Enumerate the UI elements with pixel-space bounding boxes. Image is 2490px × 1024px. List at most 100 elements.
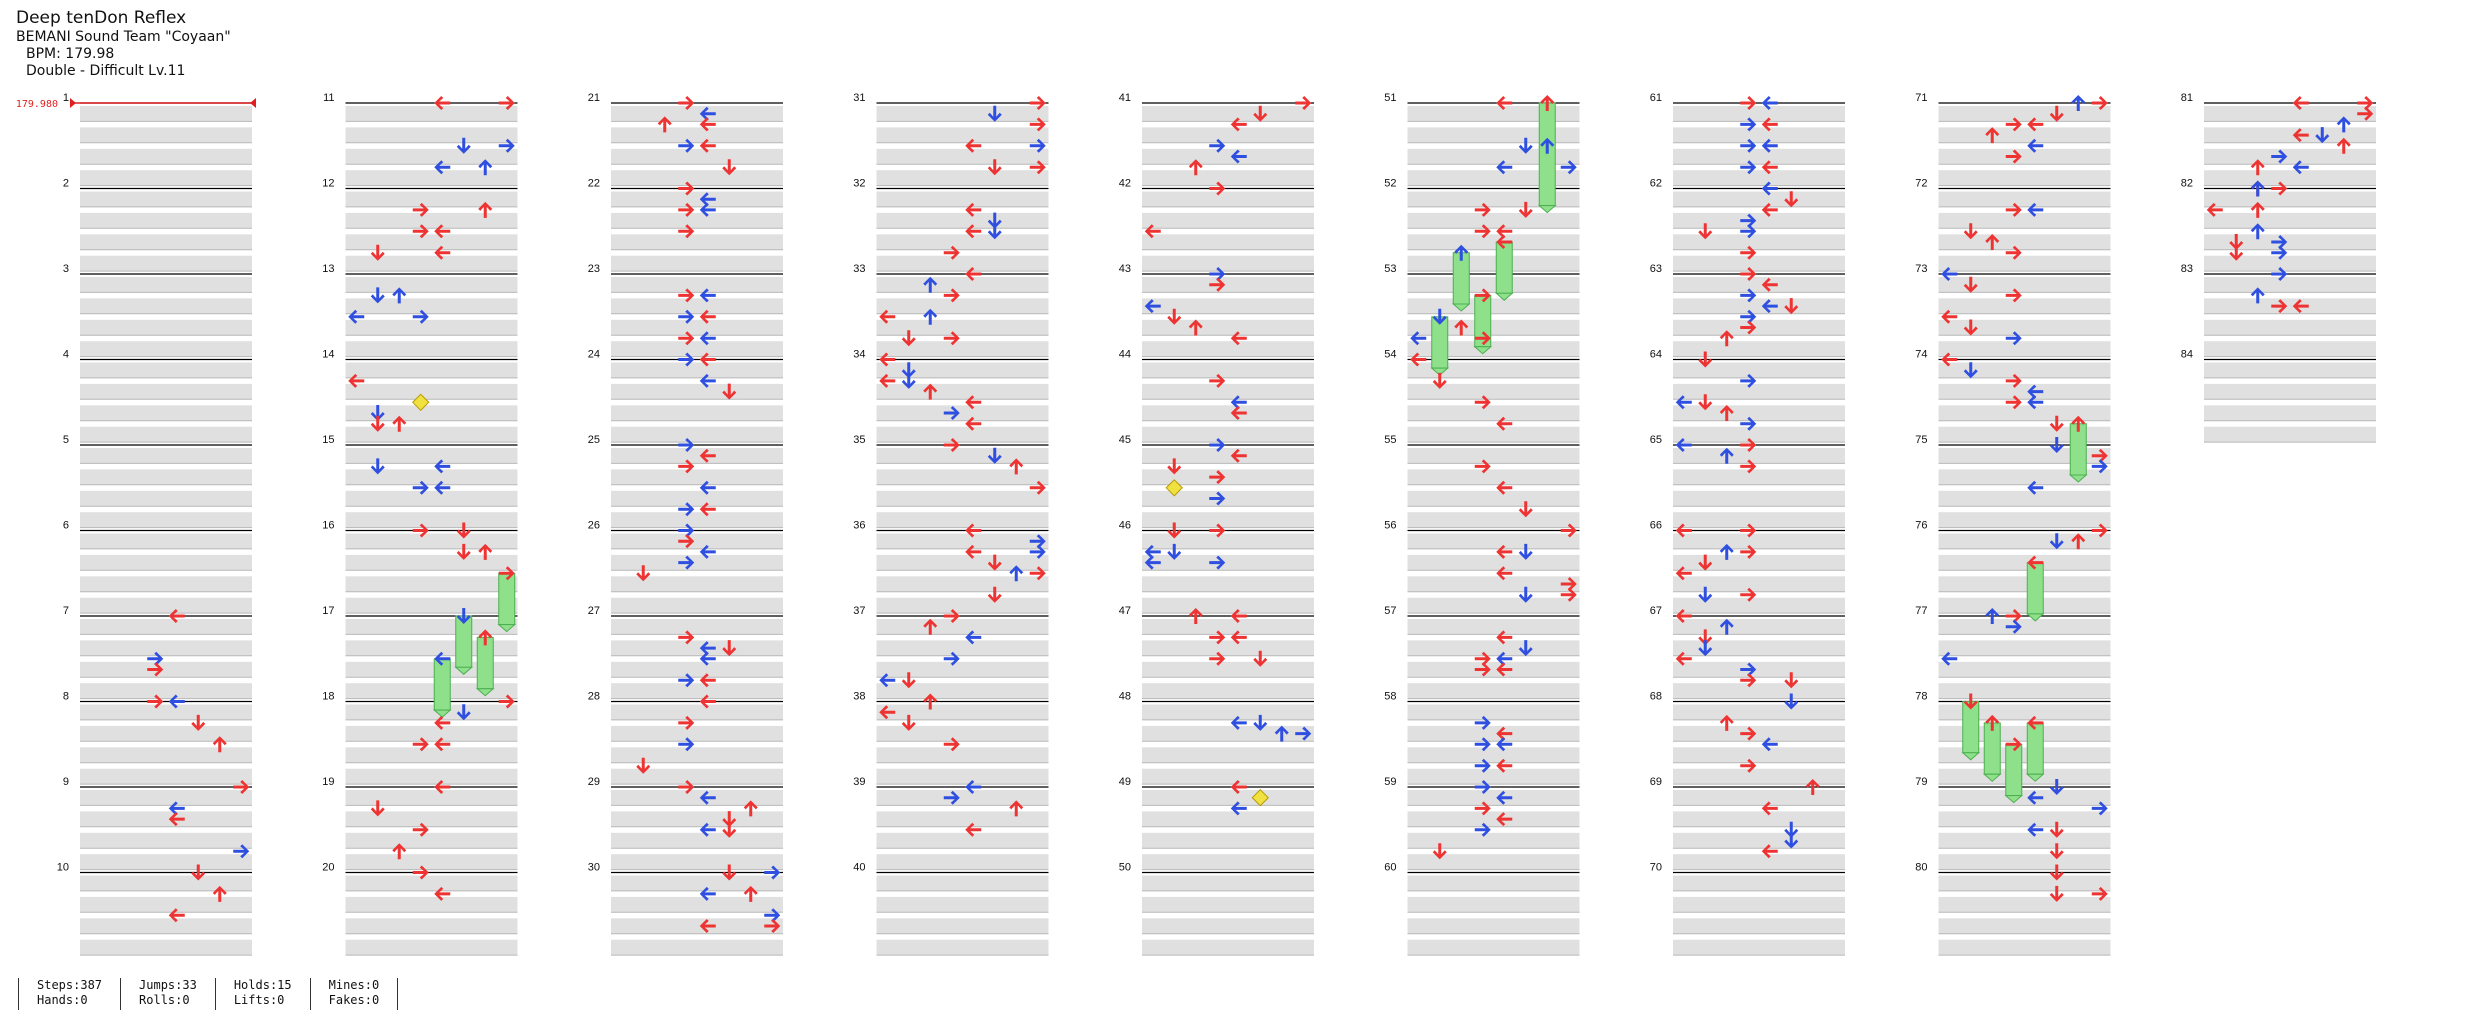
arrow-right-icon	[1474, 395, 1491, 410]
beat-row-shade	[80, 319, 252, 336]
beat-row-shade	[1938, 362, 2111, 378]
arrow-right-icon	[2271, 235, 2288, 249]
beat-row-shade	[1407, 854, 1580, 870]
beat-row-shade	[876, 918, 1049, 934]
beat-row-shade	[1938, 725, 2111, 742]
beat-row-shade	[876, 490, 1049, 507]
hold-body	[1538, 102, 1556, 207]
beat-row-shade	[1142, 918, 1314, 934]
arrow-right-icon	[2005, 202, 2022, 217]
beat-row-shade	[1407, 533, 1580, 549]
measure-number: 38	[853, 691, 865, 703]
beat-row-shade	[1673, 191, 1845, 207]
arrow-right-icon	[2005, 737, 2022, 752]
beat-row-shade	[611, 619, 783, 635]
arrow-right-icon	[1474, 715, 1491, 730]
beat-row-shade	[876, 896, 1049, 913]
beat-row-shade	[611, 661, 783, 678]
arrow-left-icon	[879, 373, 896, 388]
arrow-left-icon	[1761, 138, 1778, 153]
beat-row-shade	[876, 426, 1049, 443]
arrow-left-icon	[168, 908, 185, 923]
arrow-down-icon	[1784, 821, 1799, 838]
hold-tail	[1537, 205, 1557, 214]
arrow-right-icon	[412, 523, 429, 538]
measure-number: 9	[63, 776, 69, 788]
arrow-right-icon	[1740, 96, 1757, 110]
arrow-right-icon	[1209, 277, 1226, 292]
arrow-right-icon	[1029, 117, 1046, 132]
arrow-left-icon	[1496, 630, 1513, 645]
arrow-down-icon	[1167, 458, 1182, 475]
arrow-left-icon	[434, 160, 451, 175]
beat-row-shade	[2204, 426, 2376, 443]
beat-row-shade	[345, 234, 518, 250]
arrow-down-icon	[1963, 223, 1978, 240]
hold-tail	[497, 624, 517, 633]
beat-row-shade	[1938, 127, 2111, 143]
arrow-right-icon	[678, 138, 695, 153]
arrow-left-icon	[168, 694, 185, 709]
arrow-up-icon	[392, 415, 407, 432]
arrow-right-icon	[943, 790, 960, 805]
arrow-left-icon	[1761, 117, 1778, 132]
beat-row-shade	[1938, 918, 2111, 934]
arrow-down-icon	[1963, 693, 1978, 710]
beat-row-shade	[1938, 554, 2111, 571]
arrow-left-icon	[1761, 202, 1778, 217]
arrow-right-icon	[2005, 373, 2022, 388]
measure-number: 4	[63, 349, 69, 361]
arrow-left-icon	[1230, 715, 1247, 730]
beat-row-shade	[345, 768, 518, 785]
arrow-right-icon	[2271, 267, 2288, 281]
hold-tail	[475, 688, 495, 697]
arrow-right-icon	[498, 138, 515, 153]
measure-number: 73	[1915, 263, 1927, 275]
arrow-right-icon	[764, 919, 781, 933]
arrow-left-icon	[1496, 758, 1513, 773]
arrow-down-icon	[1253, 714, 1268, 731]
arrow-right-icon	[233, 780, 250, 794]
beat-row-shade	[80, 234, 252, 250]
beat-row-shade	[1673, 277, 1845, 293]
arrow-down-icon	[987, 586, 1002, 603]
beat-row-shade	[1142, 811, 1314, 827]
beat-row-shade	[1938, 469, 2111, 485]
arrow-right-icon	[1029, 96, 1046, 110]
arrow-down-icon	[722, 811, 737, 828]
measure-number: 41	[1119, 92, 1131, 104]
beat-row-shade	[611, 576, 783, 592]
stat-column: Steps:387 Hands:0	[19, 978, 122, 1010]
arrow-right-icon	[147, 662, 164, 677]
beat-row-shade	[80, 896, 252, 913]
measure-number: 35	[853, 434, 865, 446]
arrow-right-icon	[412, 737, 429, 752]
beat-row-shade	[80, 554, 252, 571]
beat-row-shade	[80, 212, 252, 229]
arrow-right-icon	[412, 865, 429, 880]
beat-row-shade	[876, 790, 1049, 806]
arrow-down-icon	[1784, 672, 1799, 689]
arrow-down-icon	[370, 244, 385, 261]
arrow-up-icon	[478, 159, 493, 176]
arrow-down-icon	[2229, 244, 2244, 261]
arrow-up-icon	[2250, 223, 2265, 240]
measure-number: 3	[63, 263, 69, 275]
arrow-right-icon	[1209, 438, 1226, 452]
beat-row-shade	[611, 448, 783, 464]
hold-tail	[1494, 292, 1514, 301]
beat-row-shade	[1673, 597, 1845, 614]
arrow-down-icon	[1518, 640, 1533, 657]
beat-row-shade	[345, 448, 518, 464]
beat-row-shade	[1407, 255, 1580, 272]
beat-row-shade	[1673, 148, 1845, 165]
beat-row-shade	[1407, 832, 1580, 849]
beat-row-shade	[1673, 490, 1845, 507]
beat-row-shade	[1938, 170, 2111, 186]
beat-row-shade	[345, 747, 518, 763]
beat-row-shade	[1142, 896, 1314, 913]
arrow-right-icon	[1474, 331, 1491, 346]
measure-number: 60	[1384, 862, 1396, 874]
beat-row-shade	[611, 683, 783, 699]
arrow-left-icon	[168, 801, 185, 816]
